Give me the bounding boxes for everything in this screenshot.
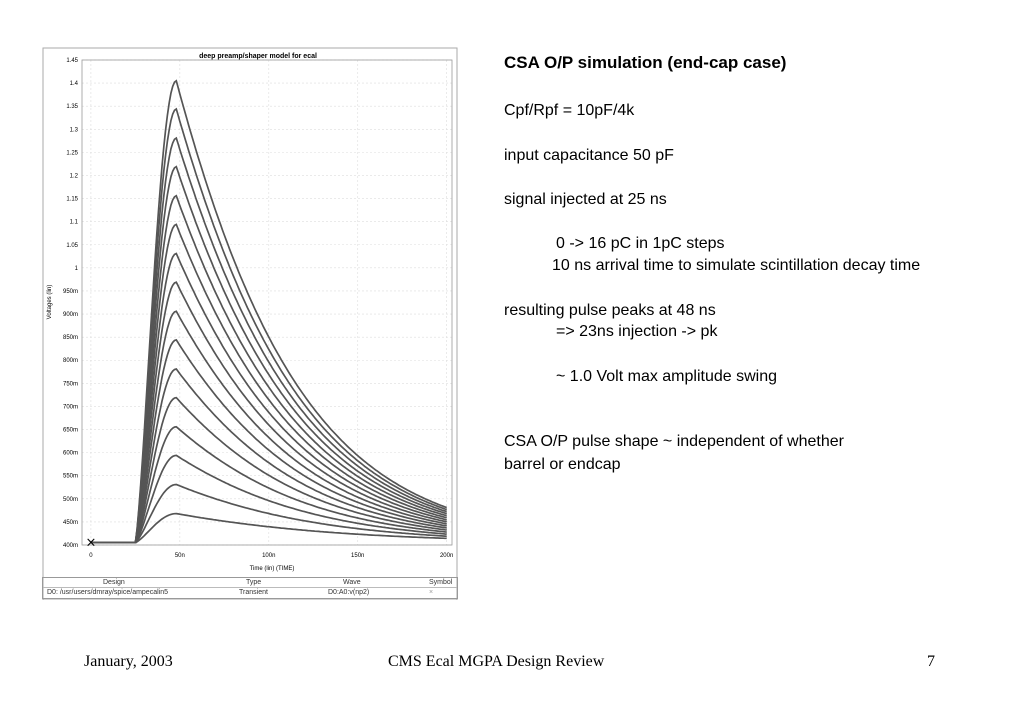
legend-header-row: Design Type Wave Symbol — [43, 578, 457, 588]
legend-header-type: Type — [246, 579, 262, 586]
panel-line-amplitude: ~ 1.0 Volt max amplitude swing — [556, 368, 778, 385]
pulse-curve — [90, 136, 447, 544]
footer-title: CMS Ecal MGPA Design Review — [388, 653, 605, 670]
panel-line-barrel: barrel or endcap — [504, 456, 621, 473]
panel-title: CSA O/P simulation (end-cap case) — [504, 53, 787, 72]
y-tick-label: 650m — [63, 428, 78, 434]
y-tick-label: 1.4 — [70, 81, 79, 87]
plot-area — [81, 59, 453, 546]
pulse-curve — [90, 194, 447, 544]
y-tick-label: 800m — [63, 358, 78, 364]
pulse-curve — [90, 396, 447, 544]
y-tick-label: 1.2 — [70, 173, 79, 179]
panel-line-arrival: 10 ns arrival time to simulate scintilla… — [552, 257, 921, 274]
y-tick-label: 700m — [63, 404, 78, 410]
panel-line-charge-steps: 0 -> 16 pC in 1pC steps — [556, 235, 725, 252]
pulse-curve — [90, 368, 447, 544]
start-marker: × — [85, 536, 96, 551]
pulse-curve — [90, 310, 447, 544]
panel-line-shape: CSA O/P pulse shape ~ independent of whe… — [504, 433, 844, 450]
pulse-curve — [90, 454, 447, 544]
legend-type: Transient — [239, 589, 268, 596]
y-tick-labels: 1.45 1.4 1.35 1.3 1.25 1.2 1.15 1.1 1.05 1 950m 900… — [63, 58, 79, 549]
legend-header-wave: Wave — [343, 579, 361, 586]
x-tick-label: 0 — [89, 553, 93, 559]
y-tick-label: 900m — [63, 312, 78, 318]
y-tick-label: 400m — [63, 543, 78, 549]
legend-header-design: Design — [103, 579, 125, 586]
pulse-curve — [90, 425, 447, 544]
panel-line-injection-to-peak: => 23ns injection -> pk — [556, 323, 718, 340]
pulse-curve — [90, 165, 447, 544]
chart-title: deep preamp/shaper model for ecal — [199, 53, 317, 60]
series-curves — [90, 79, 448, 544]
y-tick-label: 450m — [63, 520, 78, 526]
x-tick-label: 100n — [262, 553, 275, 559]
legend-wave: D0:A0:v(np2) — [328, 589, 370, 596]
y-tick-label: 500m — [63, 497, 78, 503]
legend-header-symbol: Symbol — [429, 579, 453, 586]
panel-line-cpf: Cpf/Rpf = 10pF/4k — [504, 102, 635, 119]
panel-line-capacitance: input capacitance 50 pF — [504, 147, 674, 164]
y-tick-label: 850m — [63, 335, 78, 341]
x-tick-label: 50n — [175, 553, 185, 559]
panel-line-injection: signal injected at 25 ns — [504, 191, 667, 208]
panel-line-peaks: resulting pulse peaks at 48 ns — [504, 302, 716, 319]
footer-page-number: 7 — [927, 653, 935, 670]
x-tick-labels: 0 50n 100n 150n 200n — [89, 553, 453, 559]
chart-frame — [42, 47, 458, 600]
y-tick-label: 1.05 — [66, 243, 78, 249]
pulse-curve — [90, 338, 447, 544]
y-axis-label: Voltages (lin) — [47, 285, 53, 320]
y-tick-label: 1.1 — [70, 220, 79, 226]
pulse-curve — [90, 512, 447, 544]
y-tick-label: 1.3 — [70, 127, 79, 133]
legend-row: D0: /usr/users/dmray/spice/ampecalin5 Tr… — [43, 588, 457, 597]
x-tick-label: 200n — [440, 553, 453, 559]
footer-date: January, 2003 — [84, 653, 173, 670]
y-tick-label: 950m — [63, 289, 78, 295]
legend-table: Design Type Wave Symbol D0: /usr/users/d… — [42, 577, 458, 599]
y-tick-label: 1.25 — [66, 150, 78, 156]
y-tick-label: 600m — [63, 451, 78, 457]
pulse-curve — [90, 281, 447, 544]
x-tick-label: 150n — [351, 553, 364, 559]
pulse-chart: deep preamp/shaper model for ecal 1.451.… — [42, 47, 458, 600]
legend-symbol: × — [429, 589, 434, 596]
legend-design: D0: /usr/users/dmray/spice/ampecalin5 — [47, 589, 168, 596]
y-tick-label: 750m — [63, 381, 78, 387]
pulse-curve — [90, 483, 447, 544]
y-tick-label: 1 — [75, 266, 79, 272]
x-axis-label: Time (lin) (TIME) — [250, 566, 295, 572]
pulse-curve — [90, 79, 448, 544]
pulse-curve — [90, 223, 447, 544]
y-tick-label: 1.15 — [66, 197, 78, 203]
pulse-curve — [90, 252, 447, 544]
y-tick-label: 550m — [63, 474, 78, 480]
y-tick-label: 1.35 — [66, 104, 78, 110]
pulse-curve — [90, 107, 447, 544]
y-tick-label: 1.45 — [66, 58, 78, 64]
